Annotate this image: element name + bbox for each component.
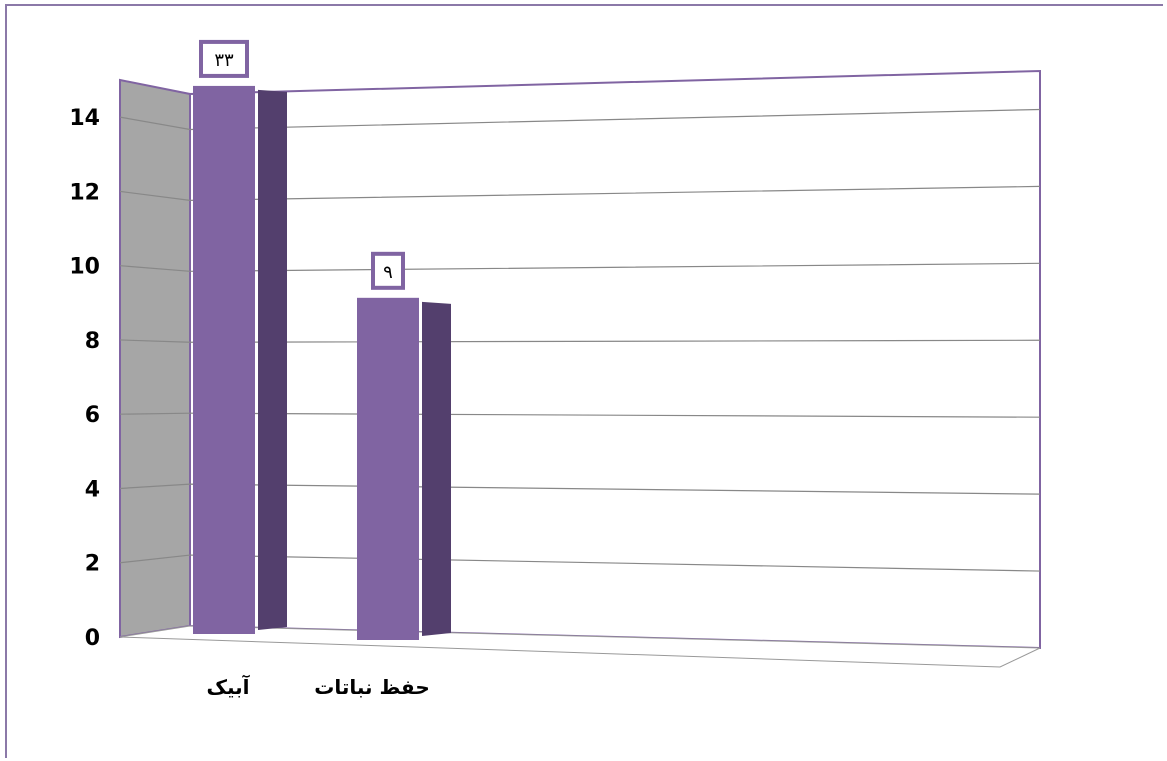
- gridline: [119, 483, 1041, 495]
- y-axis: 0 2 4 6 8 10 12 14: [69, 106, 100, 651]
- gridline: [119, 554, 1041, 572]
- chart-frame: [5, 4, 1163, 758]
- gridline: [119, 262, 1041, 272]
- y-tick-label: 0: [85, 626, 100, 651]
- category-label: آبیک: [206, 674, 250, 699]
- data-label: ۳۳: [214, 50, 234, 71]
- gridline: [119, 339, 1041, 343]
- side-wall: [119, 78, 191, 639]
- y-tick-label: 8: [85, 329, 100, 354]
- gridline: [119, 108, 1041, 131]
- y-tick-label: 14: [69, 106, 100, 131]
- data-label-box: [199, 39, 249, 78]
- bars: ۳۳ ۹: [193, 39, 451, 640]
- bar-side: [422, 301, 451, 636]
- y-tick-label: 4: [85, 477, 100, 502]
- bar-2: [357, 297, 419, 640]
- y-tick-label: 12: [69, 180, 100, 205]
- bar-1: [193, 85, 255, 634]
- y-tick-label: 6: [85, 403, 100, 428]
- gridline: [119, 412, 1041, 418]
- grid-lines: [119, 108, 1041, 572]
- y-tick-label: 2: [85, 552, 100, 577]
- data-label-box: [371, 251, 405, 290]
- back-wall: [189, 69, 1041, 650]
- floor: [119, 625, 1041, 668]
- data-label: ۹: [383, 262, 393, 283]
- y-tick-label: 10: [69, 255, 100, 280]
- bar-side: [258, 89, 287, 630]
- category-label: حفظ نباتات: [314, 675, 430, 699]
- category-labels: آبیک حفظ نباتات: [206, 674, 429, 699]
- gridline: [119, 185, 1041, 202]
